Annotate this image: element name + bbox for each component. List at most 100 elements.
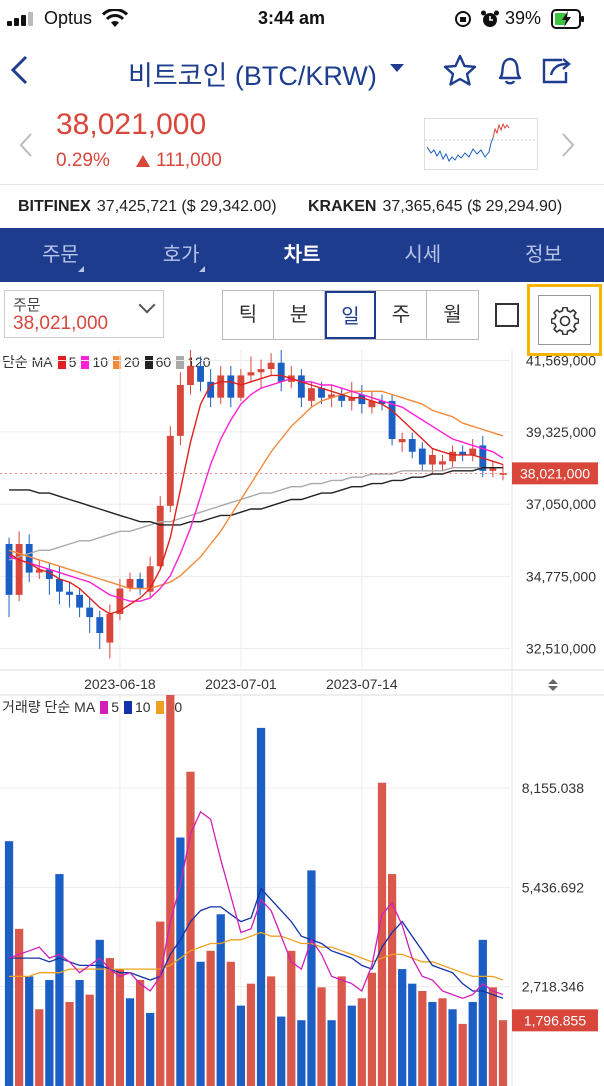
next-coin-chevron-icon[interactable] xyxy=(560,132,576,158)
last-price-tag xyxy=(512,462,598,485)
change-amount: 111,000 xyxy=(156,150,222,171)
candle xyxy=(318,388,325,398)
legend-item: 60 xyxy=(155,354,172,370)
volume-bar xyxy=(478,939,487,1086)
star-icon[interactable] xyxy=(443,54,477,86)
y-tick-label: 2,718.346 xyxy=(522,979,584,995)
tab-order[interactable]: 주문 xyxy=(0,228,121,282)
fullscreen-button[interactable] xyxy=(484,292,532,338)
volume-bar xyxy=(498,1020,508,1086)
wifi-icon xyxy=(102,9,128,27)
candle xyxy=(277,362,285,382)
y-tick-label: 8,155.038 xyxy=(522,780,584,796)
period-week-button[interactable]: 주 xyxy=(376,291,427,339)
bell-icon[interactable] xyxy=(494,54,526,86)
period-day-button[interactable]: 일 xyxy=(325,291,376,339)
candle xyxy=(469,448,477,455)
price-volume-chart[interactable]: 41,569,000 39,325,000 37,050,000 34,775,000… xyxy=(0,350,604,1086)
volume-bar xyxy=(105,958,114,1086)
period-minute-button[interactable]: 분 xyxy=(274,291,325,339)
candle xyxy=(56,578,63,592)
legend-swatch xyxy=(113,355,122,369)
prev-coin-chevron-icon[interactable] xyxy=(18,132,34,158)
volume-bar xyxy=(125,998,135,1086)
legend-swatch xyxy=(100,700,109,714)
candle xyxy=(449,451,456,462)
y-tick-label: 41,569,000 xyxy=(526,353,596,369)
settings-button[interactable] xyxy=(538,295,591,345)
last-volume-tag xyxy=(512,1009,598,1032)
candle xyxy=(207,381,215,398)
candle xyxy=(459,451,467,455)
volume-bar xyxy=(458,1023,467,1086)
volume-ma-line-10 xyxy=(9,887,504,999)
legend-swatch xyxy=(123,700,132,714)
volume-bar xyxy=(266,976,276,1086)
candle xyxy=(297,375,305,398)
candle xyxy=(76,594,84,608)
y-tick-label: 39,325,000 xyxy=(526,424,596,440)
candle xyxy=(267,362,275,370)
volume-bar xyxy=(438,998,447,1086)
order-price-dropdown[interactable]: 주문 38,021,000 xyxy=(4,290,164,338)
volume-bar xyxy=(14,928,24,1086)
period-month-button[interactable]: 월 xyxy=(427,291,478,339)
volume-bar xyxy=(226,961,235,1086)
volume-bar xyxy=(186,771,195,1086)
volume-bar xyxy=(4,841,14,1086)
volume-bar xyxy=(156,921,165,1086)
last-price-label: 38,021,000 xyxy=(520,465,590,481)
tab-label: 주문 xyxy=(41,244,79,266)
volume-bar xyxy=(216,914,225,1086)
tab-orderbook[interactable]: 호가 xyxy=(121,228,242,282)
tab-quotes[interactable]: 시세 xyxy=(362,228,483,282)
x-tick-label: 2023-07-14 xyxy=(326,676,398,692)
volume-bar xyxy=(297,1020,306,1086)
candle xyxy=(368,400,376,408)
candle xyxy=(156,505,164,567)
candle xyxy=(15,543,23,595)
order-value: 38,021,000 xyxy=(13,313,109,334)
candle xyxy=(328,394,336,398)
candle xyxy=(45,569,53,579)
main-tab-bar: 주문 호가 차트 시세 정보 xyxy=(0,228,604,282)
candle xyxy=(106,613,114,643)
header-bar: 비트코인 (BTC/KRW) xyxy=(0,40,604,100)
candle xyxy=(25,543,33,573)
tab-chart[interactable]: 차트 xyxy=(242,228,363,282)
volume-bar xyxy=(135,980,145,1086)
volume-bar xyxy=(468,1001,477,1086)
period-tick-button[interactable]: 틱 xyxy=(223,291,274,339)
last-volume-label: 1,796.855 xyxy=(524,1012,586,1028)
volume-bar xyxy=(236,1005,246,1086)
volume-bar xyxy=(277,1016,286,1086)
volume-bar xyxy=(347,1005,356,1086)
square-icon xyxy=(495,303,519,327)
legend-swatch xyxy=(155,700,164,714)
current-price: 38,021,000 xyxy=(56,108,207,141)
legend-item: 10 xyxy=(92,354,109,370)
candle xyxy=(378,400,386,405)
candle xyxy=(126,578,134,589)
page-title[interactable]: 비트코인 (BTC/KRW) xyxy=(128,61,377,91)
resize-handle-icon xyxy=(548,679,558,691)
y-tick-label: 37,050,000 xyxy=(526,496,596,512)
volume-bar xyxy=(256,727,266,1086)
candle xyxy=(86,607,94,618)
x-tick-label: 2023-07-01 xyxy=(205,676,277,692)
mini-price-chart[interactable] xyxy=(424,118,538,170)
volume-ma-line-20 xyxy=(9,931,504,981)
tab-info[interactable]: 정보 xyxy=(483,228,604,282)
back-chevron-icon[interactable] xyxy=(8,54,30,86)
dropdown-caret-icon[interactable] xyxy=(390,64,404,72)
chevron-down-icon xyxy=(138,296,156,314)
menu-corner-icon xyxy=(78,266,84,272)
candle xyxy=(489,467,497,471)
exchange-value: 37,365,645 ($ 29,294.90) xyxy=(382,198,563,215)
share-icon[interactable] xyxy=(540,54,574,86)
alarm-icon xyxy=(481,10,499,27)
candle xyxy=(35,569,43,573)
volume-bar xyxy=(367,972,377,1086)
volume-bar xyxy=(85,994,94,1086)
legend-swatch xyxy=(81,355,90,369)
